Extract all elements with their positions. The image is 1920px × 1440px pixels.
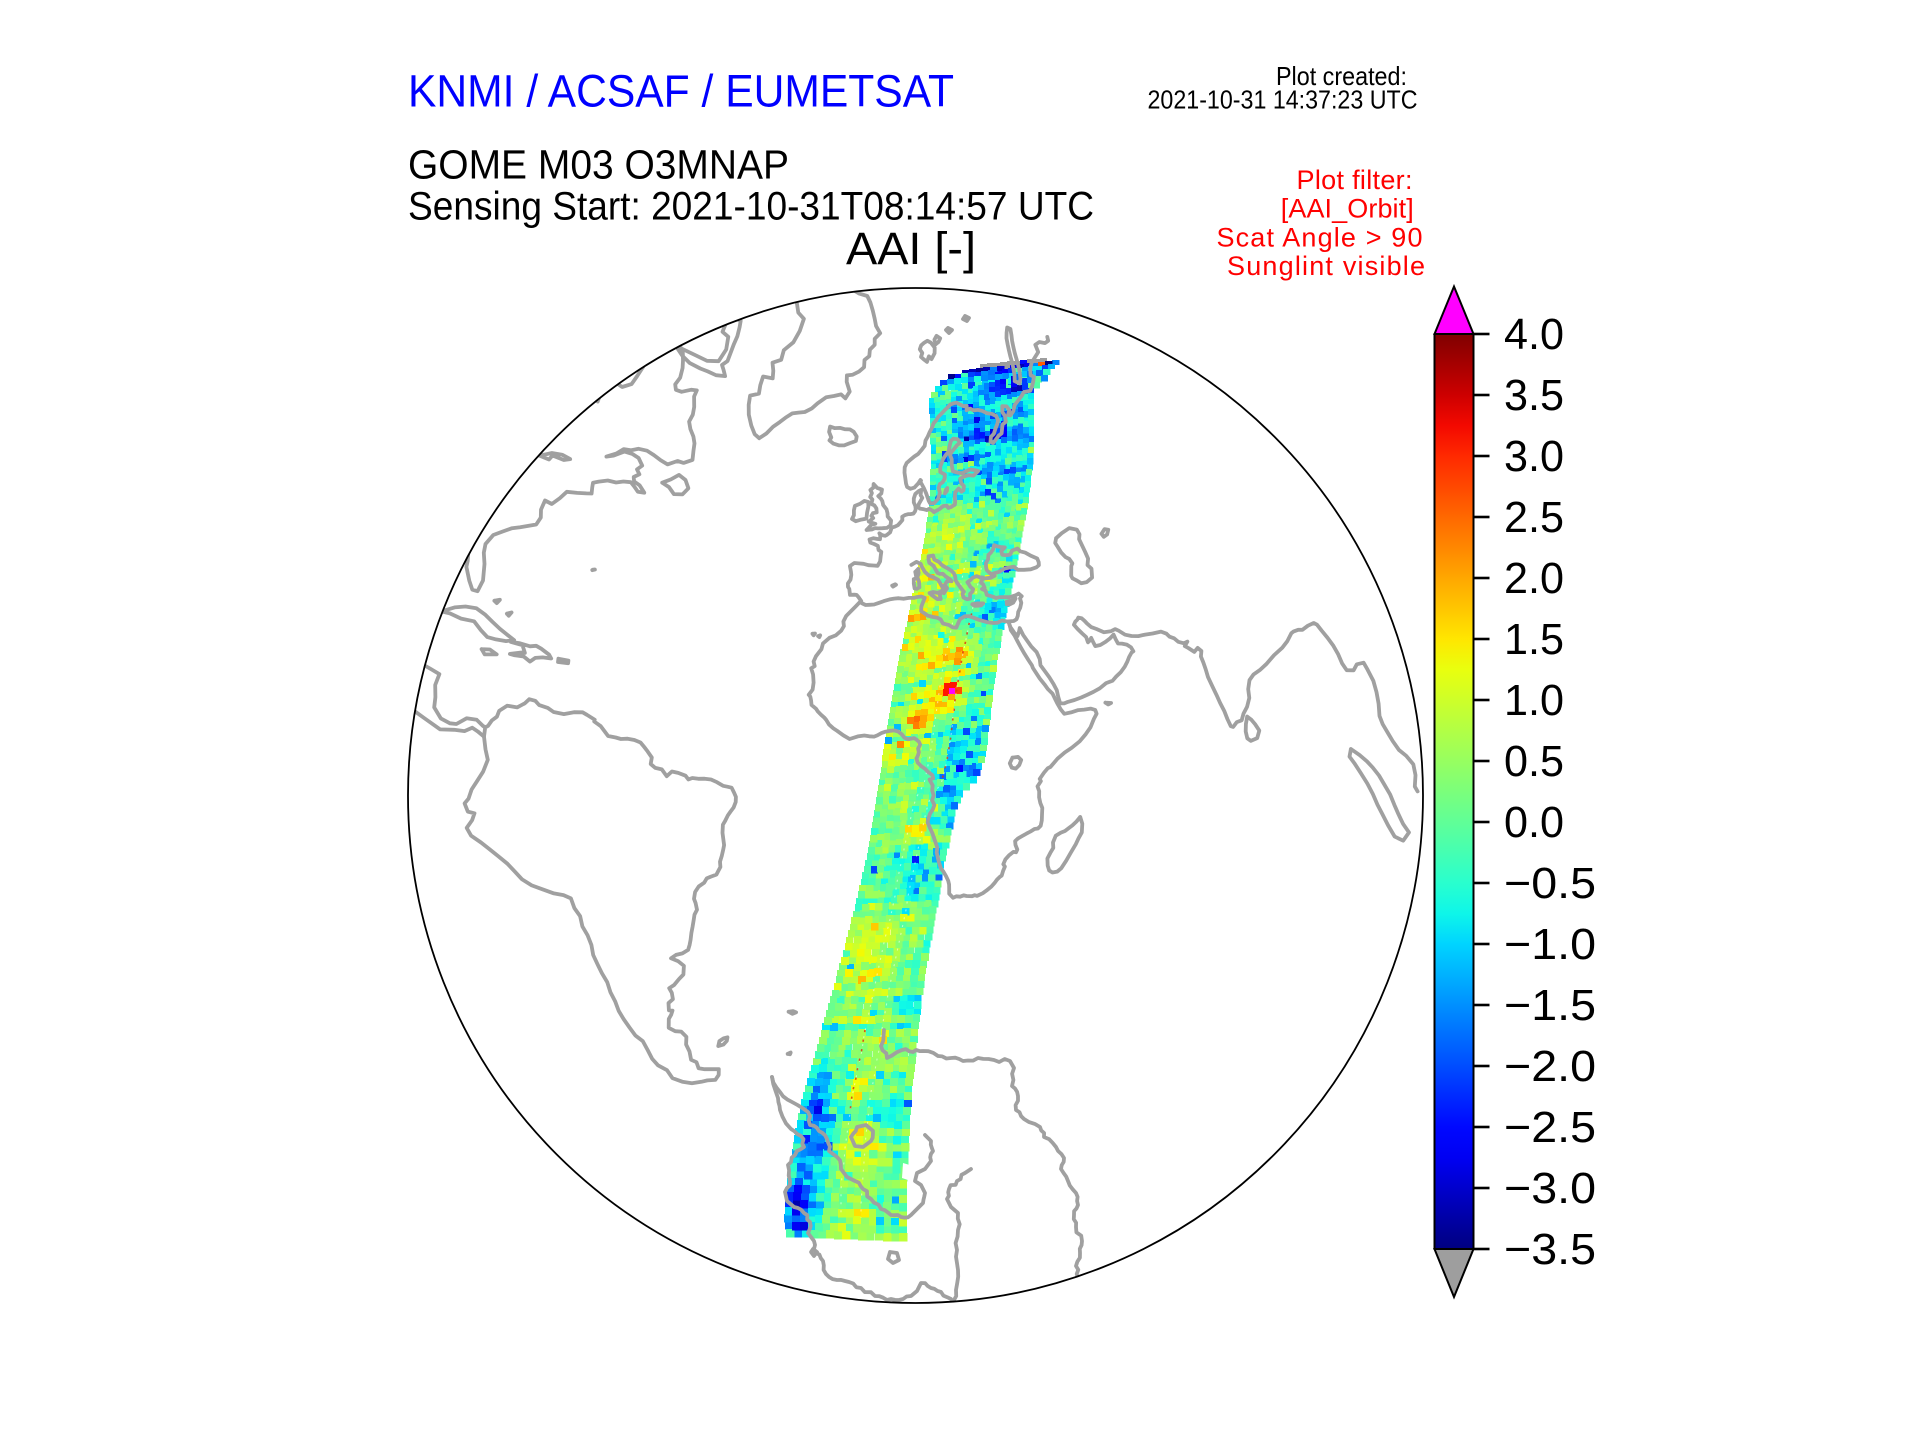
svg-text:3.5: 3.5: [1504, 371, 1564, 420]
svg-text:0.5: 0.5: [1504, 737, 1564, 786]
svg-text:KNMI / ACSAF / EUMETSAT: KNMI / ACSAF / EUMETSAT: [408, 66, 954, 117]
svg-text:−1.0: −1.0: [1504, 920, 1596, 969]
svg-text:−0.5: −0.5: [1504, 859, 1596, 908]
svg-text:2.5: 2.5: [1504, 493, 1564, 542]
svg-text:AAI [-]: AAI [-]: [846, 223, 976, 274]
svg-text:Plot created:: Plot created:: [1276, 61, 1407, 91]
svg-text:[AAI_Orbit]: [AAI_Orbit]: [1281, 194, 1414, 224]
svg-text:0.0: 0.0: [1504, 798, 1564, 847]
svg-text:Sensing Start: 2021-10-31T08:1: Sensing Start: 2021-10-31T08:14:57 UTC: [408, 184, 1094, 228]
svg-text:−3.0: −3.0: [1504, 1164, 1596, 1213]
svg-text:Scat Angle > 90: Scat Angle > 90: [1217, 222, 1423, 252]
svg-text:1.5: 1.5: [1504, 615, 1564, 664]
svg-text:GOME M03 O3MNAP: GOME M03 O3MNAP: [408, 142, 789, 188]
svg-text:2021-10-31 14:37:23 UTC: 2021-10-31 14:37:23 UTC: [1148, 84, 1418, 114]
svg-text:1.0: 1.0: [1504, 676, 1564, 725]
svg-text:−1.5: −1.5: [1504, 981, 1596, 1030]
svg-text:−2.5: −2.5: [1504, 1103, 1596, 1152]
svg-text:2.0: 2.0: [1504, 554, 1564, 603]
svg-text:Plot filter:: Plot filter:: [1297, 165, 1413, 195]
svg-text:4.0: 4.0: [1504, 310, 1564, 359]
svg-text:−2.0: −2.0: [1504, 1042, 1596, 1091]
svg-text:Sunglint visible: Sunglint visible: [1227, 251, 1425, 281]
svg-text:3.0: 3.0: [1504, 432, 1564, 481]
svg-text:−3.5: −3.5: [1504, 1225, 1596, 1274]
